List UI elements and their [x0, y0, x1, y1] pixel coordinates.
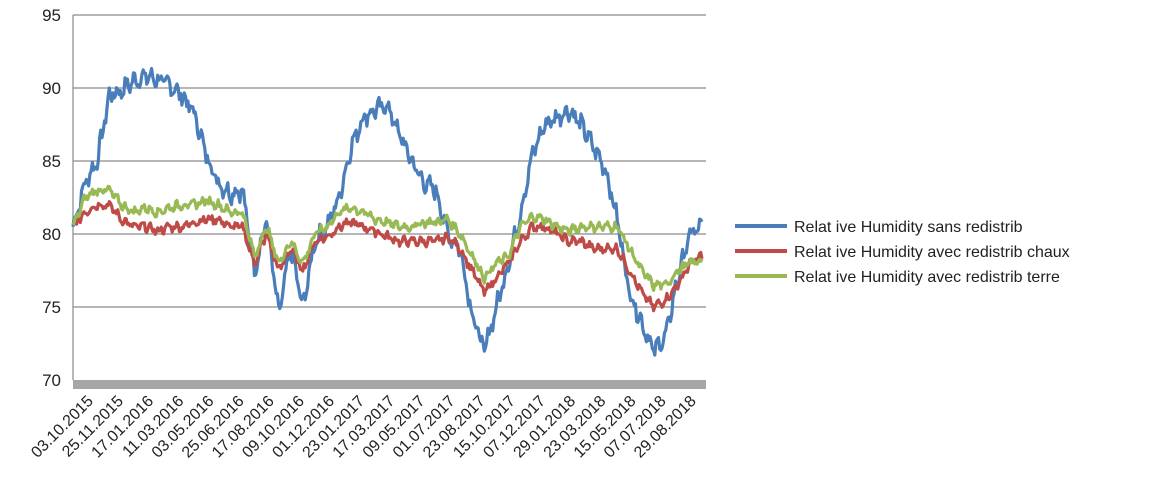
- legend-label-1: Relat ive Humidity sans redistrib: [794, 219, 1023, 236]
- y-tick-label: 80: [42, 225, 61, 244]
- series-line-1: [71, 66, 704, 357]
- legend: Relat ive Humidity sans redistrib Relat i…: [735, 219, 1070, 286]
- y-tick-label: 75: [42, 298, 61, 317]
- y-tick-labels: 70 75 80 85 90 95: [42, 6, 61, 390]
- gridlines: [73, 14, 706, 308]
- y-tick-label: 95: [42, 6, 61, 25]
- axes: [72, 15, 706, 389]
- legend-label-3: Relat ive Humidity avec redistrib terre: [794, 269, 1060, 286]
- y-tick-label: 70: [42, 371, 61, 390]
- series-lines: [71, 66, 704, 357]
- x-axis-band: [73, 380, 706, 389]
- legend-label-2: Relat ive Humidity avec redistrib chaux: [794, 244, 1070, 261]
- series-line-2: [71, 200, 704, 313]
- y-tick-label: 85: [42, 152, 61, 171]
- x-tick-labels: 03.10.201525.11.201517.01.201611.03.2016…: [28, 393, 700, 462]
- y-tick-label: 90: [42, 79, 61, 98]
- series-line-3: [71, 184, 704, 292]
